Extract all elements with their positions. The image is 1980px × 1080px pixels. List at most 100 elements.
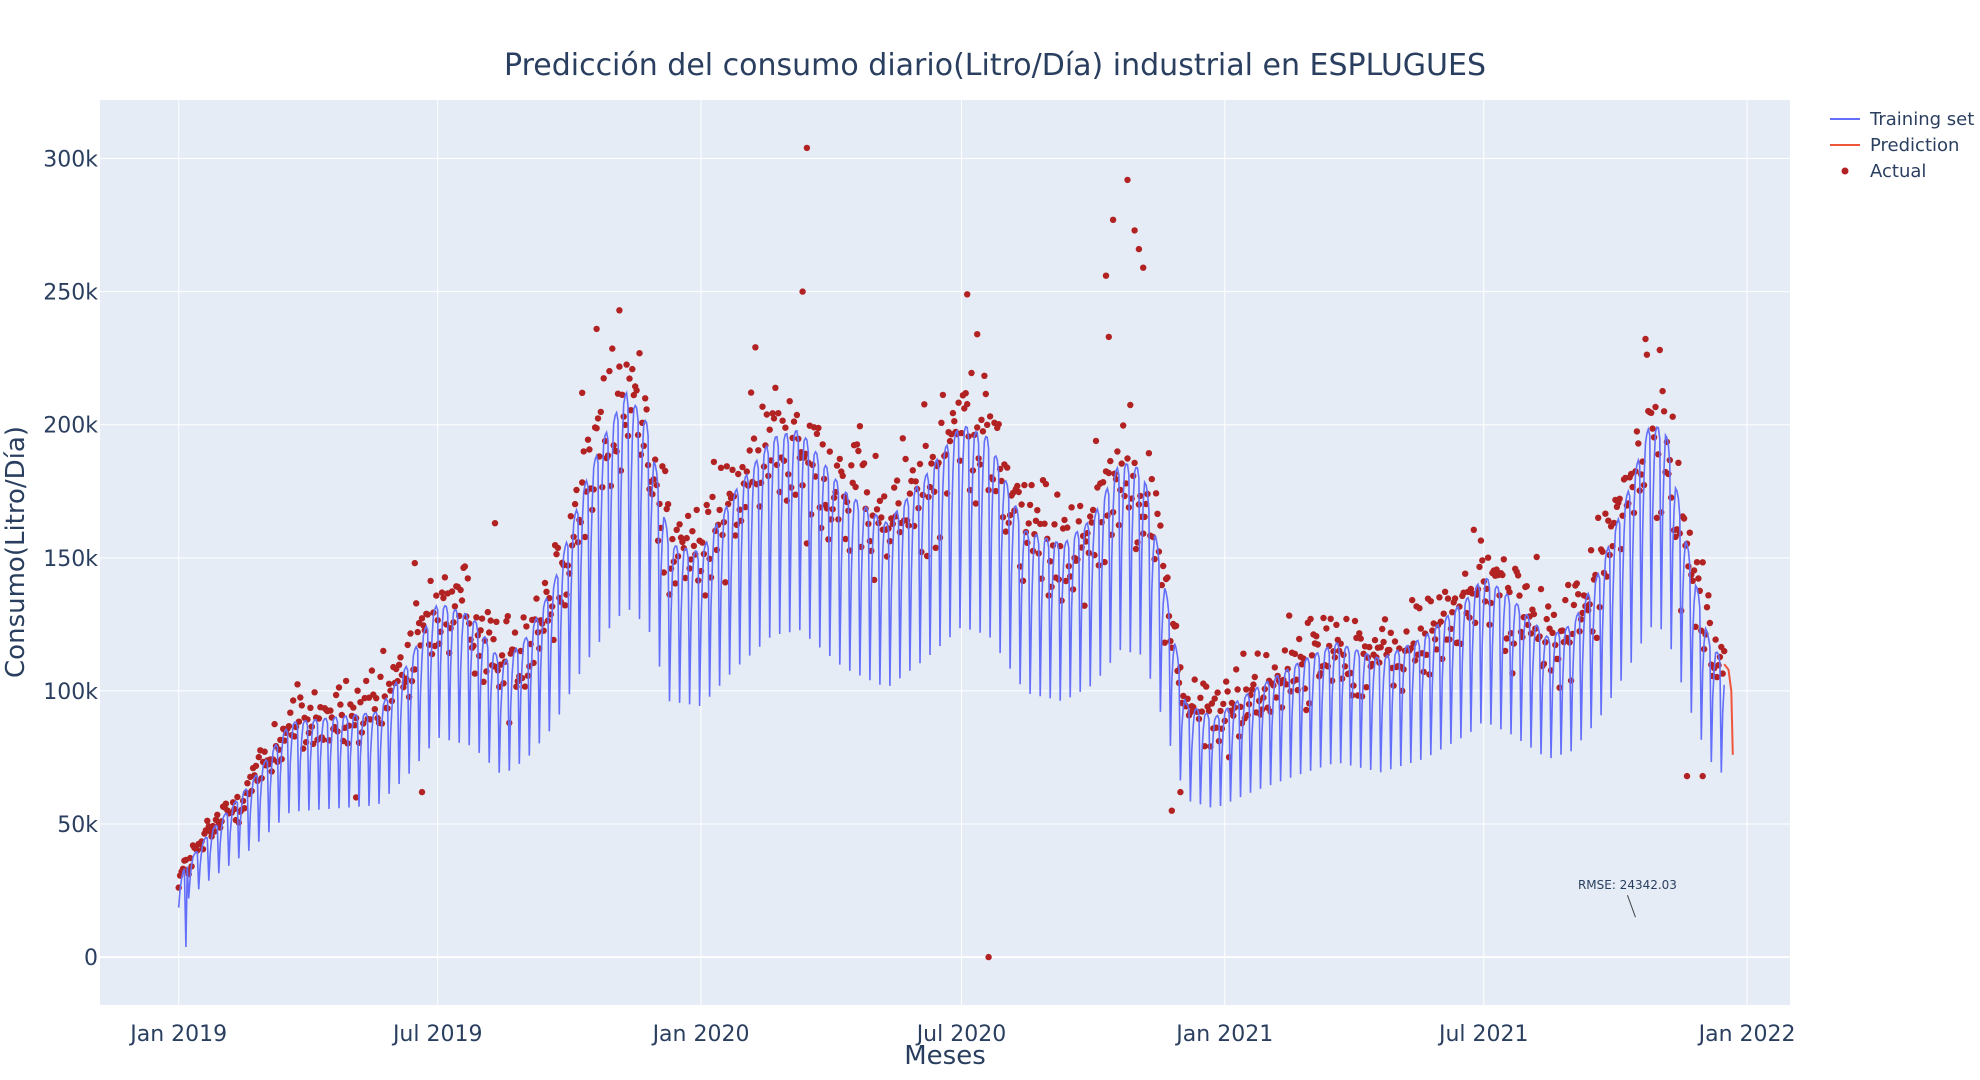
actual-point	[813, 430, 821, 437]
actual-point	[710, 458, 718, 466]
actual-point	[1140, 264, 1147, 271]
actual-point	[968, 369, 975, 377]
actual-point	[1379, 625, 1386, 633]
actual-point	[1130, 472, 1137, 480]
actual-point	[984, 421, 991, 428]
actual-point	[1653, 514, 1661, 521]
x-axis-ticks: Jan 2019 Jul 2019 Jan 2020 Jul 2020 Jan 2021…	[128, 1022, 1795, 1047]
actual-point	[486, 629, 493, 636]
actual-point	[541, 579, 549, 587]
x-tick-label: Jul 2020	[915, 1022, 1007, 1047]
actual-point	[520, 614, 527, 621]
actual-point	[1088, 519, 1095, 526]
actual-point	[664, 501, 672, 508]
actual-point	[1695, 575, 1702, 582]
actual-point	[521, 683, 529, 690]
actual-point	[411, 559, 418, 567]
actual-point	[856, 423, 864, 430]
actual-point	[1380, 638, 1387, 646]
actual-point	[833, 462, 841, 469]
actual-point	[1018, 501, 1025, 508]
actual-point	[285, 723, 293, 730]
actual-point	[626, 375, 633, 382]
actual-point	[932, 544, 939, 551]
actual-point	[418, 788, 426, 796]
actual-point	[1470, 526, 1478, 533]
actual-point	[843, 498, 851, 506]
actual-point	[1550, 611, 1558, 618]
series-training-set-line	[177, 389, 1725, 948]
actual-point	[653, 481, 660, 489]
actual-point	[891, 484, 898, 491]
actual-point	[1337, 640, 1344, 647]
actual-point	[573, 486, 580, 494]
actual-point	[271, 720, 278, 728]
actual-point	[763, 411, 770, 418]
actual-point	[786, 398, 793, 405]
actual-point	[461, 563, 469, 570]
actual-point	[750, 435, 758, 442]
actual-point	[769, 410, 776, 417]
actual-point	[1371, 636, 1379, 644]
legend-item-training-set[interactable]: Training set	[1830, 109, 1974, 130]
actual-point	[1075, 518, 1083, 525]
actual-point	[803, 144, 811, 152]
actual-point	[579, 389, 586, 396]
actual-point	[1120, 422, 1127, 429]
actual-point	[586, 446, 593, 453]
actual-point	[1427, 598, 1435, 605]
legend-item-actual[interactable]: Actual	[1841, 161, 1927, 182]
actual-point	[1381, 616, 1389, 623]
actual-point	[1386, 646, 1393, 654]
actual-point	[1649, 425, 1656, 432]
actual-point	[1366, 643, 1373, 651]
actual-point	[1251, 673, 1259, 681]
actual-point	[1527, 630, 1535, 637]
actual-point	[1308, 652, 1316, 659]
actual-point	[1233, 666, 1240, 673]
actual-point	[1028, 481, 1035, 489]
actual-point	[702, 592, 709, 599]
actual-point	[790, 418, 798, 425]
actual-point	[1014, 482, 1021, 490]
actual-point	[255, 753, 262, 761]
actual-point	[498, 652, 506, 659]
legend-item-prediction[interactable]: Prediction	[1830, 135, 1959, 156]
actual-point	[332, 691, 340, 699]
actual-point	[1493, 566, 1500, 573]
y-tick-label: 0	[84, 946, 98, 971]
actual-point	[1699, 559, 1706, 566]
actual-point	[357, 699, 364, 706]
actual-point	[1356, 630, 1363, 637]
actual-point	[1117, 486, 1124, 494]
actual-point	[1172, 622, 1180, 629]
plot-area	[100, 100, 1790, 1005]
actual-point	[690, 542, 698, 550]
actual-point	[912, 478, 919, 485]
actual-point	[1127, 401, 1134, 409]
actual-point	[693, 506, 700, 514]
actual-point	[464, 575, 471, 582]
actual-point	[1357, 635, 1364, 642]
actual-point	[1124, 455, 1131, 462]
actual-point	[906, 490, 914, 497]
actual-point	[640, 442, 647, 449]
actual-point	[1208, 700, 1216, 707]
actual-point	[500, 680, 507, 687]
actual-point	[742, 503, 749, 511]
actual-point	[669, 535, 676, 543]
actual-point	[1124, 176, 1131, 184]
actual-point	[976, 461, 984, 468]
actual-point	[633, 387, 640, 394]
actual-point	[1298, 661, 1306, 668]
actual-point	[815, 424, 822, 432]
actual-point	[1643, 351, 1651, 358]
actual-point	[234, 793, 241, 801]
actual-point	[1042, 480, 1050, 488]
actual-point	[1351, 617, 1359, 625]
actual-point	[307, 704, 314, 711]
actual-point	[1363, 684, 1370, 691]
actual-point	[636, 350, 643, 357]
actual-point	[337, 701, 344, 708]
actual-point	[590, 486, 597, 493]
